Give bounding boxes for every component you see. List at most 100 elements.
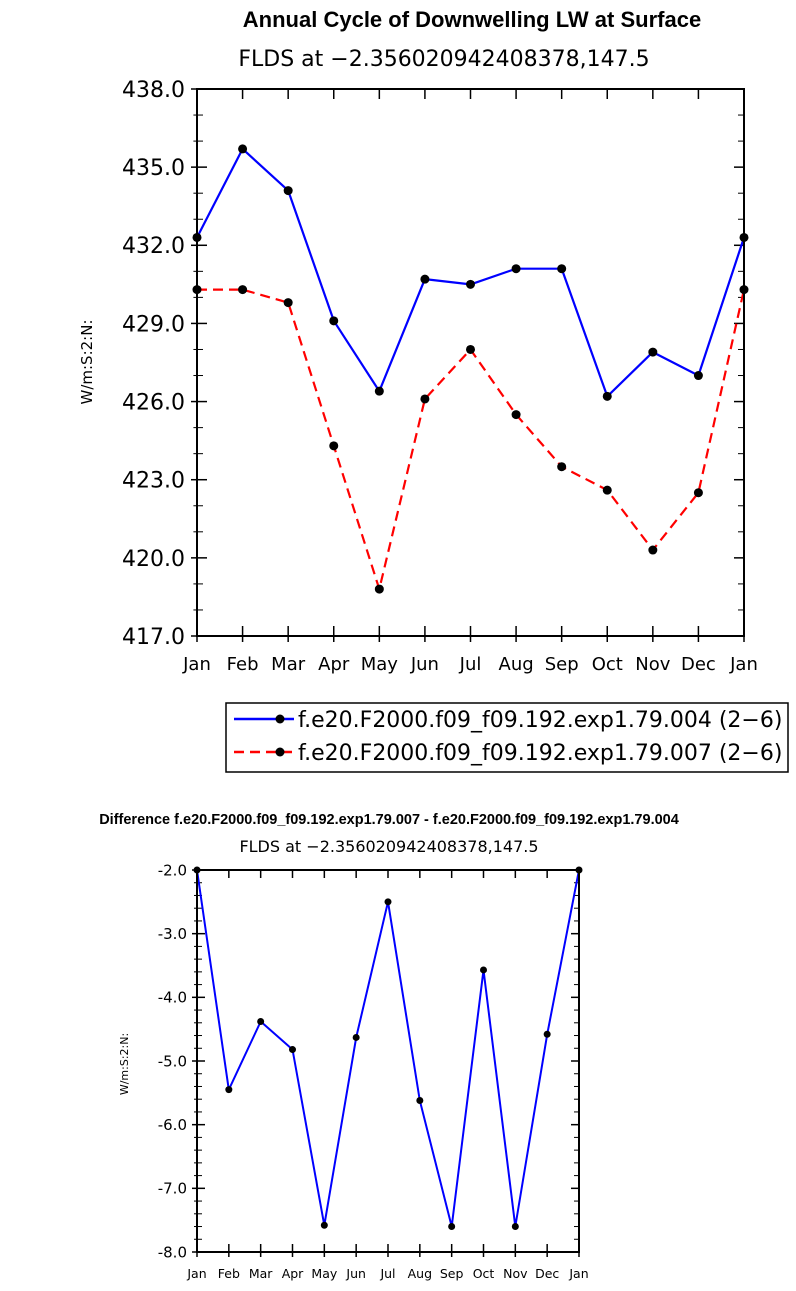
chart2-ticks bbox=[192, 869, 580, 1257]
series-2-point bbox=[648, 545, 658, 555]
y-tick-label: 432.0 bbox=[122, 234, 185, 259]
series-2-point bbox=[511, 410, 521, 420]
chart1-title: Annual Cycle of Downwelling LW at Surfac… bbox=[243, 7, 701, 32]
series-1-point bbox=[557, 264, 567, 274]
chart2-x-tick-labels: Jan Feb Mar Apr May Jun Jul Aug Sep Oct Nov Dec Jan bbox=[186, 1266, 588, 1281]
series-2-point bbox=[557, 462, 567, 472]
series-1-point bbox=[225, 1086, 233, 1094]
series-1-point bbox=[320, 1221, 328, 1229]
y-tick-label: 423.0 bbox=[122, 469, 185, 494]
series-2-point bbox=[693, 488, 703, 498]
difference-chart: Difference f.e20.F2000.f09_f09.192.exp1.… bbox=[99, 812, 679, 1281]
series-2-point bbox=[238, 285, 248, 295]
x-tick-label: Oct bbox=[473, 1266, 495, 1281]
chart1-plot-frame bbox=[196, 88, 745, 637]
series-1-point bbox=[693, 371, 703, 381]
y-tick-label: 420.0 bbox=[122, 547, 185, 572]
y-tick-label: -5.0 bbox=[158, 1052, 187, 1070]
legend-frame bbox=[225, 702, 789, 773]
series-1-point bbox=[257, 1018, 265, 1026]
chart2-y-tick-labels: -8.0 -7.0 -6.0 -5.0 -4.0 -3.0 -2.0 bbox=[158, 861, 187, 1261]
y-tick-label: -6.0 bbox=[158, 1116, 187, 1134]
series-1-point bbox=[466, 279, 475, 289]
x-tick-label: Feb bbox=[227, 654, 259, 675]
legend-marker-series2 bbox=[275, 747, 285, 757]
series-1-line bbox=[196, 147, 746, 398]
chart1-x-tick-labels: Jan Feb Mar Apr May Jun Jul Aug Sep Oct Nov Dec Jan bbox=[182, 654, 758, 675]
series-2-point bbox=[283, 298, 293, 308]
series-2-point bbox=[329, 441, 339, 451]
series-1-point bbox=[384, 898, 392, 906]
x-tick-label: Nov bbox=[635, 654, 670, 675]
y-tick-label: 417.0 bbox=[122, 625, 185, 650]
chart2-title: Difference f.e20.F2000.f09_f09.192.exp1.… bbox=[99, 812, 679, 828]
series-1-line bbox=[196, 869, 580, 1228]
x-tick-label: Dec bbox=[535, 1266, 559, 1281]
chart2-series bbox=[193, 866, 583, 1231]
x-tick-label: Apr bbox=[318, 654, 350, 675]
x-tick-label: Sep bbox=[440, 1266, 464, 1281]
x-tick-label: Aug bbox=[408, 1266, 432, 1281]
series-1-point bbox=[289, 1046, 296, 1054]
series-1-point bbox=[448, 1223, 456, 1231]
chart1-ticks bbox=[191, 88, 745, 642]
series-1-point bbox=[329, 316, 339, 326]
series-1-point bbox=[543, 1030, 551, 1038]
series-1-point bbox=[480, 966, 487, 974]
x-tick-label: Jul bbox=[379, 1266, 395, 1281]
annual-cycle-chart: Annual Cycle of Downwelling LW at Surfac… bbox=[78, 7, 789, 773]
x-tick-label: Feb bbox=[218, 1266, 240, 1281]
series-2-point bbox=[420, 394, 430, 404]
series-1-point bbox=[238, 144, 248, 154]
x-tick-label: Jun bbox=[345, 1266, 366, 1281]
legend-marker-series1 bbox=[275, 714, 285, 724]
legend-label-series1: f.e20.F2000.f09_f09.192.exp1.79.004 (2−6… bbox=[298, 708, 782, 733]
series-1-point bbox=[416, 1096, 424, 1104]
series-1-point bbox=[283, 186, 293, 196]
x-tick-label: Jun bbox=[410, 654, 439, 675]
series-1-point bbox=[648, 347, 658, 357]
x-tick-label: Apr bbox=[282, 1266, 304, 1281]
x-tick-label: Aug bbox=[499, 654, 534, 675]
x-tick-label: Jan bbox=[186, 1266, 206, 1281]
x-tick-label: Mar bbox=[271, 654, 306, 675]
series-2-line bbox=[197, 288, 746, 591]
chart1-subtitle: FLDS at −2.356020942408378,147.5 bbox=[238, 47, 649, 72]
x-tick-label: Jan bbox=[729, 654, 758, 675]
x-tick-label: May bbox=[361, 654, 399, 675]
chart2-plot-frame bbox=[196, 869, 580, 1253]
x-tick-label: Jan bbox=[182, 654, 211, 675]
x-tick-label: Mar bbox=[249, 1266, 273, 1281]
x-tick-label: Nov bbox=[503, 1266, 528, 1281]
y-tick-label: 435.0 bbox=[122, 156, 185, 181]
x-tick-label: Sep bbox=[545, 654, 579, 675]
y-tick-label: 429.0 bbox=[122, 312, 185, 337]
series-2-point bbox=[374, 584, 384, 594]
series-1-point bbox=[511, 264, 521, 274]
chart1-series bbox=[192, 144, 749, 594]
chart2-subtitle: FLDS at −2.356020942408378,147.5 bbox=[239, 837, 538, 856]
series-1-point bbox=[420, 274, 430, 284]
x-tick-label: Jul bbox=[459, 654, 482, 675]
series-1-point bbox=[352, 1033, 360, 1041]
series-1-point bbox=[511, 1223, 519, 1231]
y-tick-label: -7.0 bbox=[158, 1180, 187, 1198]
chart1-y-axis-label: W/m:S:2:N: bbox=[78, 320, 96, 405]
series-2-point bbox=[602, 485, 612, 495]
y-tick-label: -3.0 bbox=[158, 925, 187, 943]
series-2-point bbox=[466, 344, 475, 354]
y-tick-label: -8.0 bbox=[158, 1243, 187, 1261]
chart2-y-axis-label: W/m:S:2:N: bbox=[118, 1033, 131, 1095]
x-tick-label: Oct bbox=[592, 654, 623, 675]
series-1-point bbox=[602, 391, 612, 401]
chart1-y-tick-labels: 417.0 420.0 423.0 426.0 429.0 432.0 435.0 438.0 bbox=[122, 78, 185, 650]
x-tick-label: Jan bbox=[568, 1266, 588, 1281]
y-tick-label: -4.0 bbox=[158, 989, 187, 1007]
legend-label-series2: f.e20.F2000.f09_f09.192.exp1.79.007 (2−6… bbox=[298, 741, 782, 766]
y-tick-label: 426.0 bbox=[122, 390, 185, 415]
y-tick-label: -2.0 bbox=[158, 861, 187, 879]
series-1-point bbox=[374, 386, 384, 396]
x-tick-label: Dec bbox=[681, 654, 716, 675]
chart1-legend: f.e20.F2000.f09_f09.192.exp1.79.004 (2−6… bbox=[225, 702, 789, 773]
